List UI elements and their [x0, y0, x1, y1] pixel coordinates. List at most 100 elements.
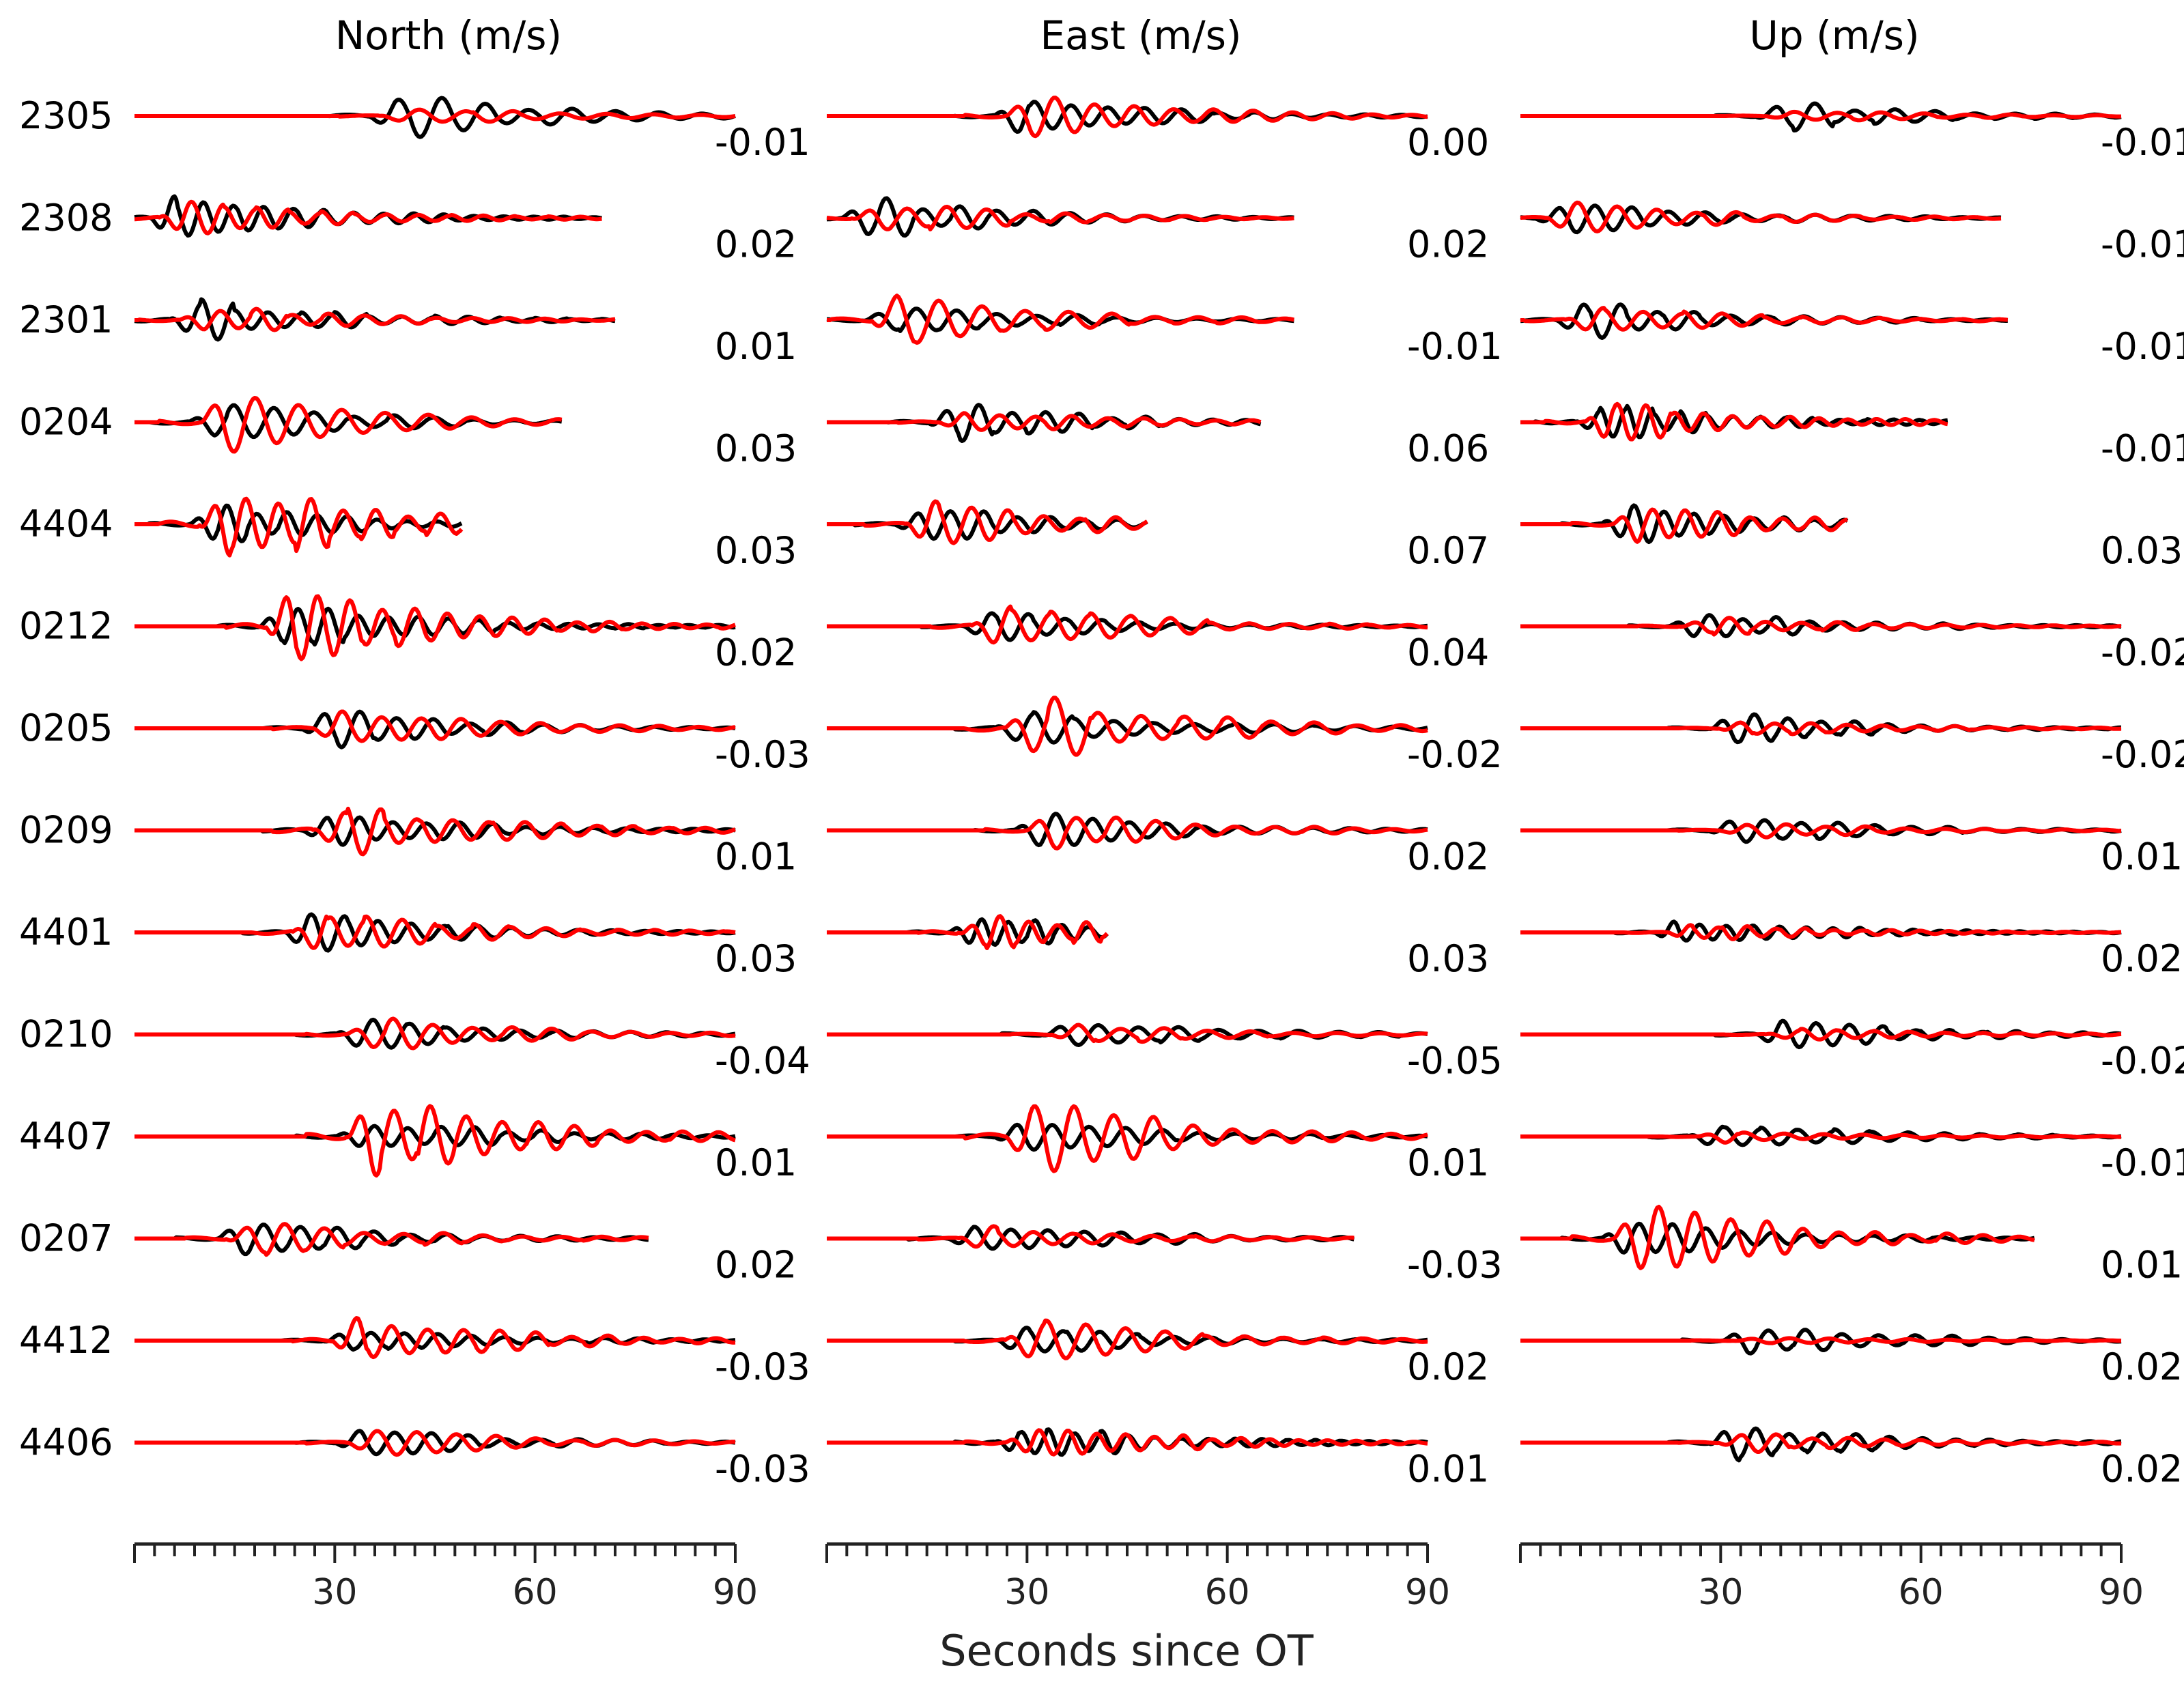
- amplitude-label: 0.02: [2101, 1345, 2183, 1388]
- amplitude-label: -0.03: [715, 733, 810, 776]
- synthetic-waveform: [1520, 306, 2009, 332]
- observed-waveform: [1520, 1221, 2035, 1255]
- amplitude-label: 0.03: [715, 529, 797, 572]
- trace-1-2301: [826, 294, 1295, 345]
- amplitude-label: -0.01: [715, 121, 810, 164]
- trace-0-4406: [134, 1429, 736, 1457]
- trace-0-0210: [134, 1016, 736, 1051]
- amplitude-label: 0.01: [1407, 1448, 1489, 1491]
- synthetic-waveform: [826, 96, 1428, 139]
- trace-0-4407: [134, 1104, 736, 1178]
- synthetic-waveform: [134, 914, 736, 950]
- x-axis-label: Seconds since OT: [939, 1626, 1314, 1676]
- x-tick-label: 30: [1004, 1572, 1049, 1613]
- amplitude-label: 0.02: [2101, 937, 2183, 980]
- synthetic-waveform: [826, 1104, 1428, 1173]
- panel-title-1: East (m/s): [1040, 12, 1241, 59]
- trace-2-0209: [1520, 818, 2122, 844]
- synthetic-waveform: [134, 1104, 736, 1178]
- amplitude-label: -0.05: [1407, 1040, 1503, 1083]
- trace-2-4406: [1520, 1426, 2122, 1463]
- trace-2-4407: [1520, 1124, 2122, 1147]
- amplitude-label: -0.02: [1407, 733, 1503, 776]
- trace-2-2301: [1520, 302, 2009, 340]
- amplitude-label: 0.03: [715, 937, 797, 980]
- trace-1-0210: [826, 1023, 1428, 1047]
- synthetic-waveform: [1520, 822, 2122, 840]
- station-label-0205: 0205: [19, 706, 113, 749]
- station-label-0209: 0209: [19, 809, 113, 852]
- trace-1-4407: [826, 1104, 1428, 1173]
- amplitude-label: 0.03: [715, 427, 797, 470]
- synthetic-waveform: [1520, 401, 1948, 442]
- amplitude-label: -0.03: [715, 1345, 810, 1388]
- amplitude-label: 0.01: [715, 835, 797, 878]
- station-label-4407: 4407: [19, 1115, 113, 1158]
- synthetic-waveform: [134, 496, 464, 558]
- trace-2-2305: [1520, 101, 2122, 133]
- x-tick-label: 90: [713, 1572, 758, 1613]
- trace-1-4404: [826, 499, 1148, 545]
- amplitude-label: -0.01: [1407, 325, 1503, 368]
- synthetic-waveform: [134, 1222, 649, 1257]
- amplitude-label: 0.01: [715, 1141, 797, 1184]
- synthetic-waveform: [826, 294, 1295, 345]
- synthetic-waveform: [826, 411, 1262, 432]
- trace-0-0204: [134, 396, 563, 454]
- panel-title-2: Up (m/s): [1749, 12, 1919, 59]
- amplitude-label: 0.02: [2101, 1448, 2183, 1491]
- synthetic-waveform: [826, 914, 1109, 950]
- amplitude-label: 0.07: [1407, 529, 1489, 572]
- amplitude-label: -0.02: [2101, 1040, 2184, 1083]
- station-label-0212: 0212: [19, 605, 113, 648]
- synthetic-waveform: [1520, 1336, 2122, 1345]
- synthetic-waveform: [1520, 200, 2002, 233]
- amplitude-label: 0.02: [715, 631, 797, 674]
- amplitude-label: 0.06: [1407, 427, 1489, 470]
- trace-1-0209: [826, 812, 1428, 851]
- synthetic-waveform: [134, 594, 736, 661]
- x-tick-label: 60: [513, 1572, 558, 1613]
- station-label-0210: 0210: [19, 1013, 113, 1056]
- synthetic-waveform: [826, 1428, 1428, 1457]
- synthetic-waveform: [1520, 720, 2122, 737]
- x-tick-label: 90: [1405, 1572, 1450, 1613]
- trace-2-0207: [1520, 1205, 2035, 1270]
- amplitude-label: 0.02: [715, 223, 797, 266]
- synthetic-waveform: [1520, 1432, 2122, 1454]
- station-label-4412: 4412: [19, 1319, 113, 1362]
- synthetic-waveform: [134, 709, 736, 743]
- trace-1-2305: [826, 96, 1428, 139]
- trace-0-0209: [134, 806, 736, 857]
- trace-1-2308: [826, 196, 1294, 238]
- synthetic-waveform: [826, 1023, 1428, 1044]
- trace-1-0205: [826, 696, 1428, 757]
- amplitude-label: -0.03: [715, 1448, 810, 1491]
- trace-2-4401: [1520, 919, 2122, 943]
- synthetic-waveform: [134, 306, 616, 332]
- trace-2-4404: [1520, 503, 1849, 545]
- station-label-2308: 2308: [19, 197, 113, 240]
- synthetic-waveform: [1520, 507, 1848, 544]
- trace-0-4404: [134, 496, 464, 558]
- synthetic-waveform: [826, 1224, 1355, 1249]
- amplitude-label: -0.02: [2101, 631, 2184, 674]
- x-tick-label: 90: [2099, 1572, 2144, 1613]
- synthetic-waveform: [134, 806, 736, 857]
- synthetic-waveform: [1520, 923, 2122, 941]
- trace-1-4401: [826, 914, 1109, 950]
- trace-0-0207: [134, 1222, 649, 1257]
- synthetic-waveform: [134, 199, 602, 235]
- x-tick-label: 60: [1899, 1572, 1944, 1613]
- trace-1-0204: [826, 403, 1262, 443]
- x-tick-label: 30: [312, 1572, 357, 1613]
- synthetic-waveform: [826, 604, 1428, 645]
- trace-2-0212: [1520, 613, 2122, 639]
- trace-0-2305: [134, 96, 736, 139]
- amplitude-label: -0.01: [2101, 325, 2184, 368]
- station-label-2305: 2305: [19, 94, 113, 137]
- trace-0-0212: [134, 594, 736, 661]
- synthetic-waveform: [134, 396, 563, 454]
- trace-2-2308: [1520, 200, 2002, 235]
